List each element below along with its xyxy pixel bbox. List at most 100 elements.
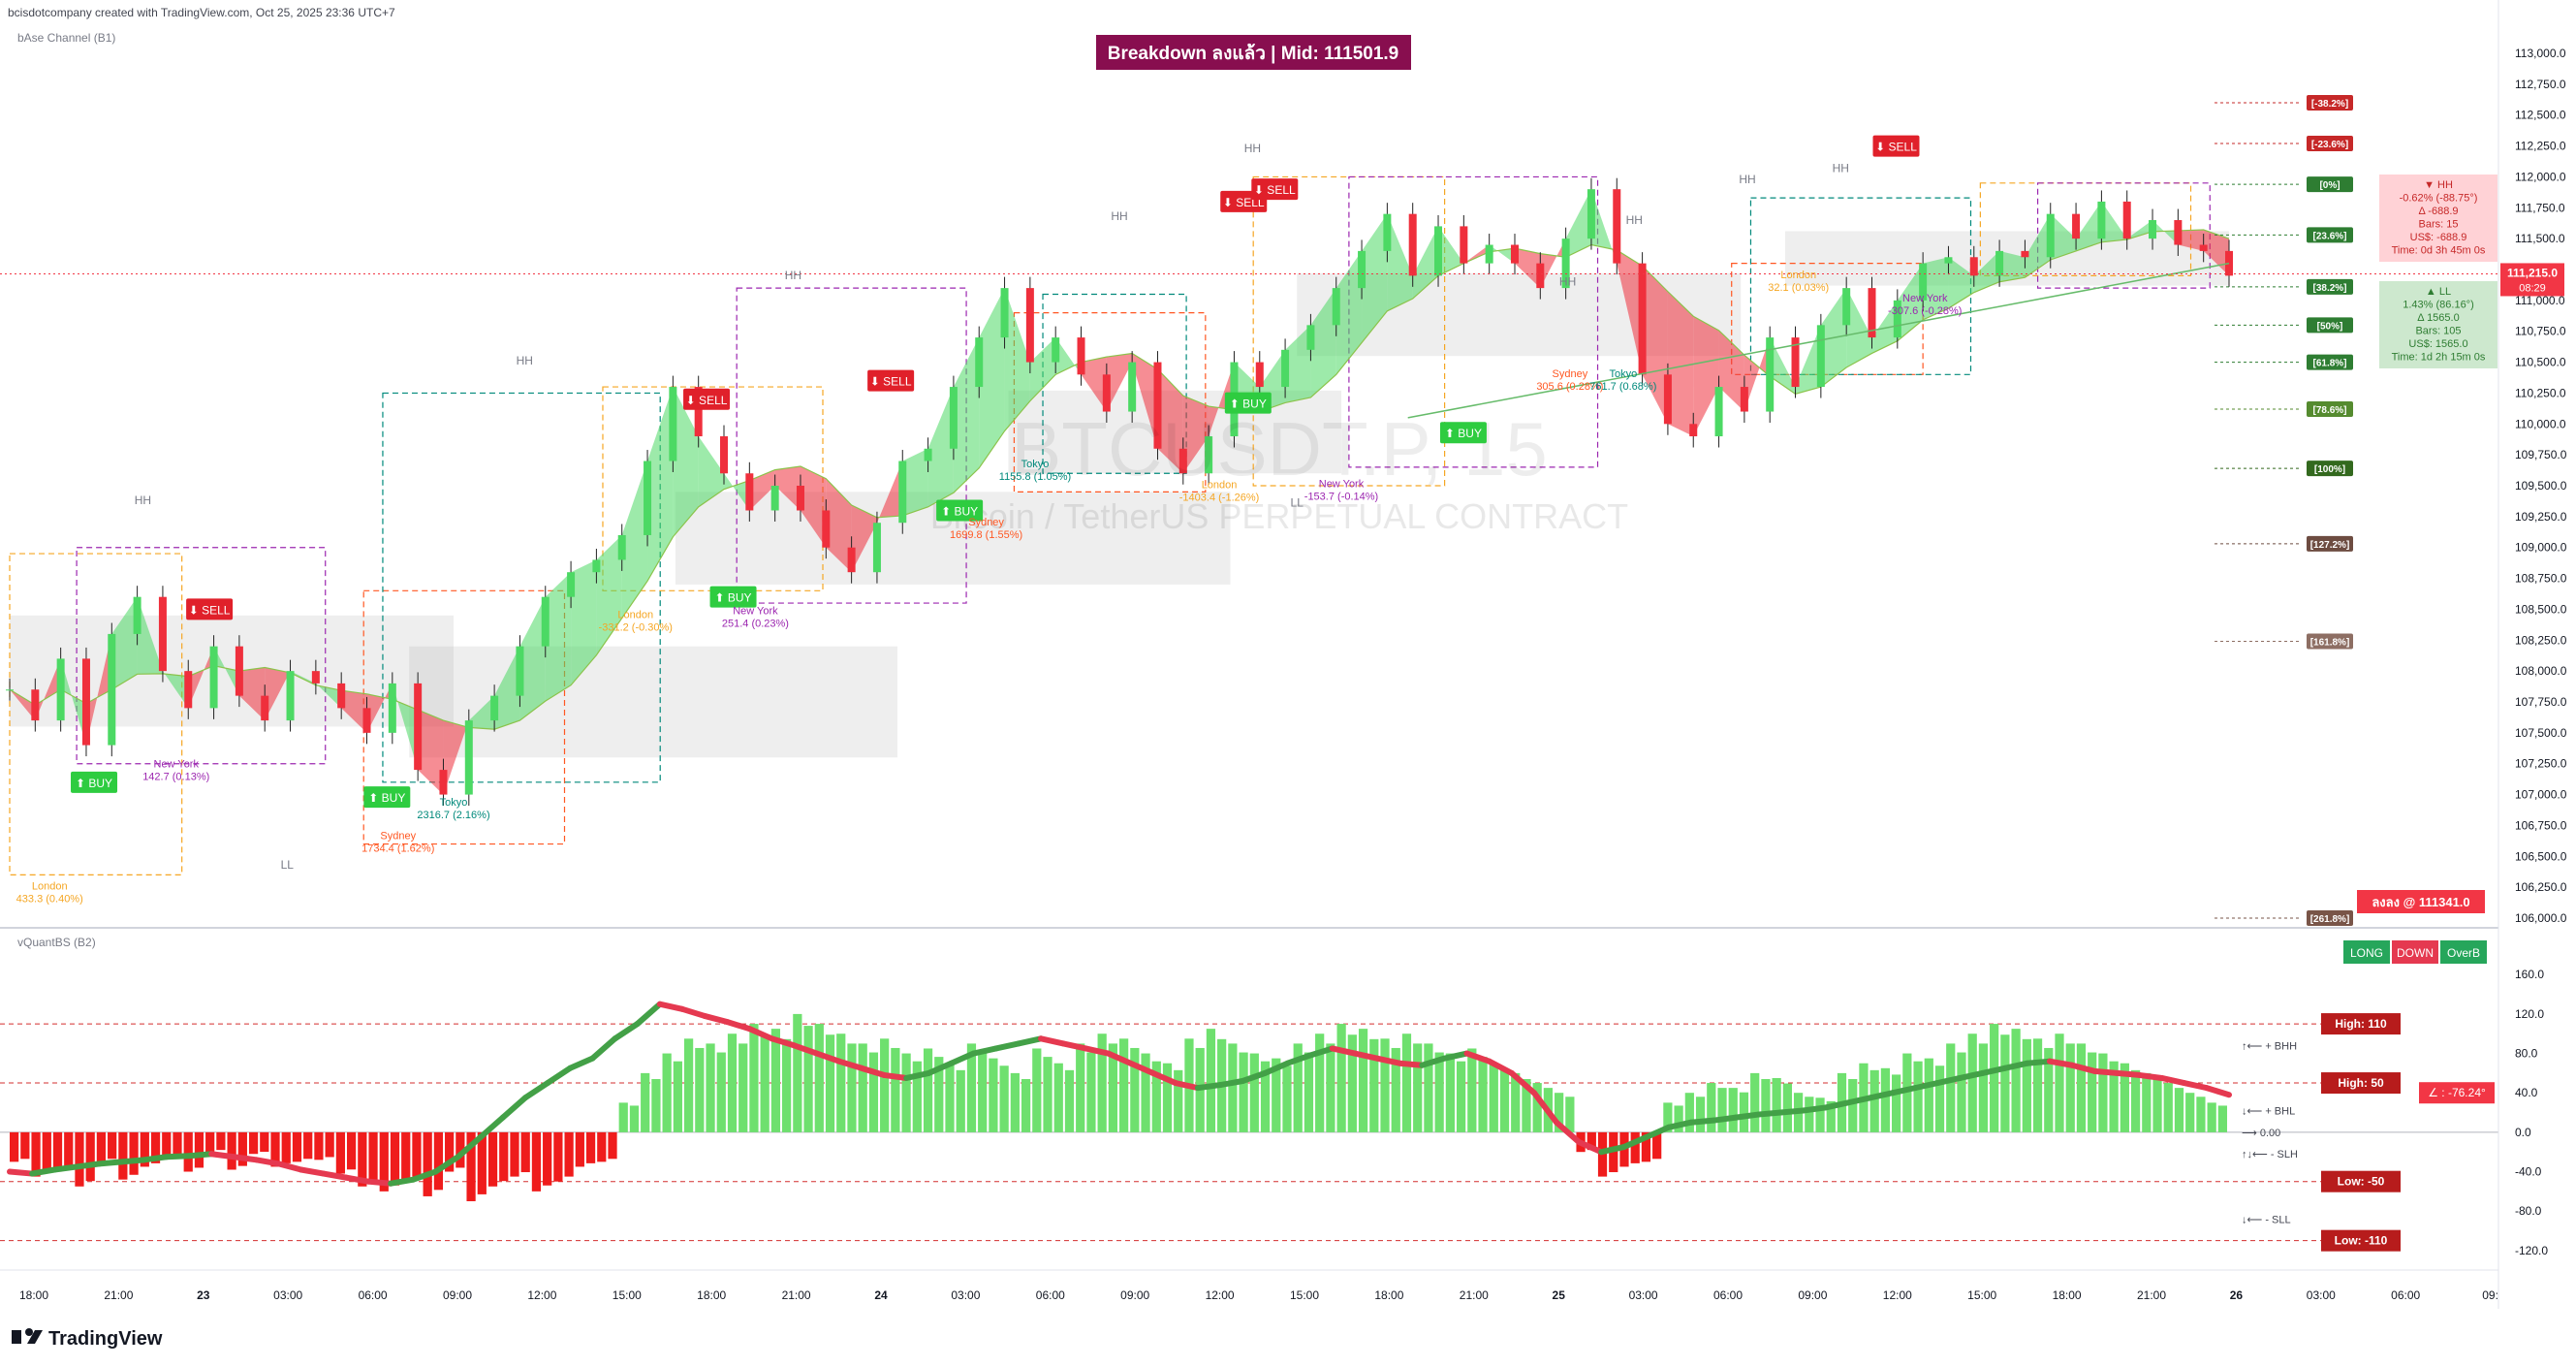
candle-body[interactable] [209,646,218,709]
candle-body[interactable] [1893,300,1901,338]
candle-body[interactable] [847,547,856,573]
candle-body[interactable] [108,633,116,746]
candle-body[interactable] [1969,257,1978,276]
candle-body[interactable] [1586,189,1595,239]
candle-body[interactable] [1434,226,1443,276]
buy-signal[interactable] [709,586,757,608]
candle-body[interactable] [158,596,167,672]
candle-body[interactable] [770,486,779,511]
candle-body[interactable] [567,572,576,597]
oscillator-pane[interactable]: High: 110 High: 50 Low: -50 Low: -110 ∠ : -7… [0,940,2498,1252]
candle-body[interactable] [644,461,652,535]
candle-body[interactable] [362,708,371,733]
main-indicator-title[interactable]: bAse Channel (B1) [17,31,115,45]
candle-body[interactable] [1613,189,1621,264]
sell-signal[interactable] [1251,178,1299,201]
candle-body[interactable] [1816,325,1825,388]
candle-body[interactable] [1332,288,1340,326]
price-pane[interactable] [0,175,2498,875]
candle-body[interactable] [1025,288,1034,363]
sell-signal[interactable] [1872,135,1920,157]
candle-body[interactable] [1358,250,1367,289]
candle-body[interactable] [1766,337,1775,412]
candle-body[interactable] [1561,238,1570,289]
candle-body[interactable] [2122,201,2131,239]
candle-body[interactable] [1153,362,1162,449]
candle-body[interactable] [56,658,65,721]
candle-body[interactable] [1485,244,1493,264]
candle-body[interactable] [949,387,958,449]
candle-body[interactable] [311,671,320,684]
candle-body[interactable] [1663,374,1672,425]
candle-body[interactable] [490,695,499,721]
candle-body[interactable] [1510,244,1519,264]
candle-body[interactable] [388,683,396,733]
osc-legend-item[interactable] [2392,940,2438,964]
buy-signal[interactable] [363,786,411,809]
candle-body[interactable] [1638,263,1647,375]
candle-body[interactable] [464,720,473,795]
candle-body[interactable] [516,646,524,696]
candle-body[interactable] [184,671,193,709]
candle-body[interactable] [975,337,984,388]
trendline[interactable] [1407,262,2230,419]
candle-body[interactable] [133,596,141,634]
candle-body[interactable] [720,436,729,474]
candle-body[interactable] [337,683,346,709]
candle-body[interactable] [1868,288,1876,338]
candle-body[interactable] [1944,257,1953,264]
candle-body[interactable] [1102,374,1111,412]
candle-body[interactable] [1281,349,1290,388]
candle-body[interactable] [2149,220,2157,239]
tradingview-logo[interactable]: TradingView [12,1328,163,1350]
buy-signal[interactable] [1439,422,1487,444]
candle-body[interactable] [286,671,295,721]
candle-body[interactable] [6,689,14,691]
candle-body[interactable] [2097,201,2106,239]
candle-body[interactable] [1383,213,1392,251]
candle-body[interactable] [2199,244,2208,251]
candle-body[interactable] [1052,337,1060,363]
candle-body[interactable] [1306,325,1315,350]
candle-body[interactable] [1205,436,1213,474]
candle-body[interactable] [81,658,90,746]
candle-body[interactable] [822,510,831,548]
candle-body[interactable] [2046,213,2055,258]
candle-body[interactable] [592,559,601,573]
candle-body[interactable] [1919,263,1928,301]
candle-body[interactable] [796,486,804,511]
candle-body[interactable] [1077,337,1085,375]
buy-signal[interactable] [71,771,118,793]
buy-signal[interactable] [1224,392,1272,414]
candle-body[interactable] [1842,288,1851,326]
candle-body[interactable] [2021,250,2029,258]
candle-body[interactable] [31,689,40,721]
osc-legend-item[interactable] [2343,940,2390,964]
candle-body[interactable] [1689,424,1698,437]
candle-body[interactable] [617,534,626,560]
candle-body[interactable] [1178,448,1187,474]
candle-body[interactable] [1408,213,1417,276]
buy-signal[interactable] [936,499,984,522]
candle-body[interactable] [1536,263,1545,289]
candle-body[interactable] [745,473,754,511]
candle-body[interactable] [924,448,932,461]
candle-body[interactable] [694,387,703,437]
candle-body[interactable] [439,770,448,795]
candle-body[interactable] [872,523,881,573]
candle-body[interactable] [1255,362,1264,388]
sub-indicator-title[interactable]: vQuantBS (B2) [17,936,96,949]
candle-body[interactable] [898,461,907,524]
candle-body[interactable] [1000,288,1009,338]
sell-signal[interactable] [186,598,234,620]
candle-body[interactable] [541,596,550,647]
candle-body[interactable] [1740,387,1748,412]
candle-body[interactable] [1714,387,1723,437]
candle-body[interactable] [1791,337,1800,388]
candle-body[interactable] [414,683,423,771]
candle-body[interactable] [1128,362,1137,412]
candle-body[interactable] [1995,250,2004,276]
candle-body[interactable] [2072,213,2081,239]
sell-signal[interactable] [867,369,915,392]
